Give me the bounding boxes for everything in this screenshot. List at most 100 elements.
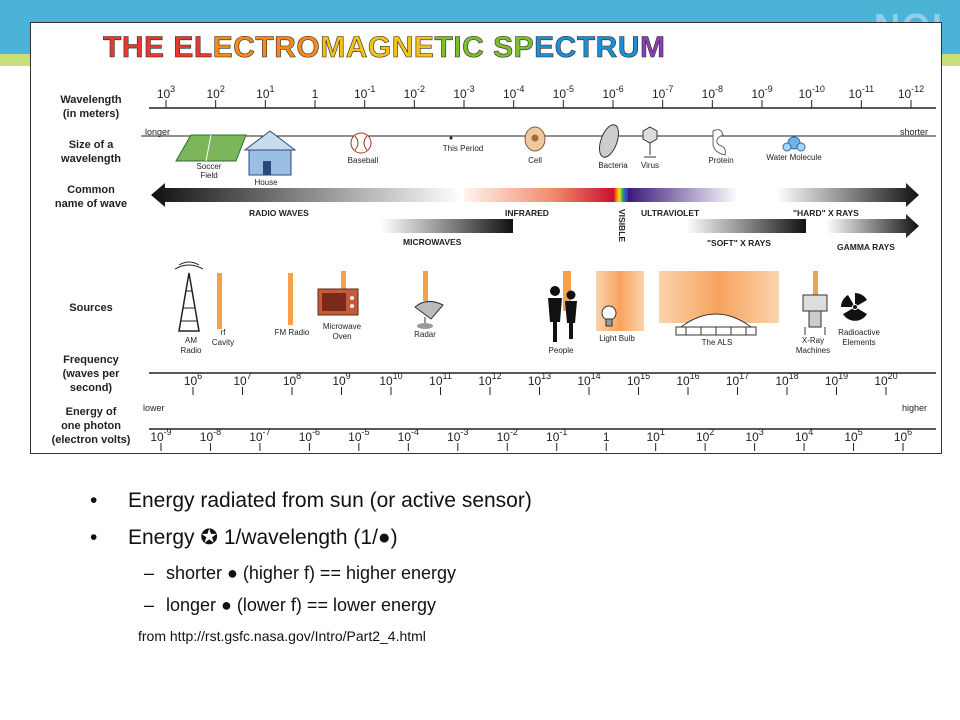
frequency-tick-label: 1015: [627, 371, 650, 388]
row-label-energy-3: (electron volts): [52, 434, 131, 446]
wavelength-tick-label: 102: [206, 84, 224, 101]
house-icon: [243, 130, 297, 176]
xray-machine-icon: [802, 294, 828, 335]
em-spectrum-diagram: THE ELECTROMAGNETIC SPECTRUM Wavelength(…: [30, 22, 942, 454]
wave-name-microwave: MICROWAVES: [403, 237, 462, 247]
title-letter: [484, 31, 493, 64]
microwave-band: [381, 219, 513, 233]
baseball-icon: [350, 132, 372, 154]
source-xray-1: X-Ray: [802, 336, 824, 345]
source-fm-radio: FM Radio: [275, 328, 310, 337]
bullet-energy-radiated: Energy radiated from sun (or active sens…: [90, 486, 930, 523]
frequency-tick-label: 108: [283, 371, 301, 388]
sub-bullet-longer: longer ● (lower f) == lower energy: [90, 592, 930, 624]
row-label-frequency-1: Frequency: [63, 354, 120, 366]
row-label-common: Common name of wave: [55, 184, 127, 210]
wavelength-tick-label: 10-7: [652, 84, 673, 101]
energy-tick-label: 10-9: [150, 427, 171, 444]
energy-tick-label: 10-5: [348, 427, 369, 444]
people-glow: [563, 271, 571, 311]
title-letter: E: [534, 31, 555, 64]
frequency-tick-label: 1013: [528, 371, 551, 388]
wave-bands: RADIO WAVES MICROWAVES INFRARED VISIBLE …: [151, 183, 919, 252]
title-letter: E: [173, 31, 194, 64]
title-letter: H: [122, 31, 144, 64]
title-letter: N: [392, 31, 414, 64]
wavelength-tick-label: 10-4: [503, 84, 524, 101]
wavelength-tick-label: 103: [157, 84, 175, 101]
frequency-tick-label: 106: [184, 371, 202, 388]
radar-bar: [423, 271, 428, 301]
proportional-symbol-icon: ✪: [200, 526, 218, 549]
frequency-tick-label: 1011: [429, 371, 452, 388]
energy-tick-label: 10-8: [200, 427, 221, 444]
energy-tick-label: 10-1: [546, 427, 567, 444]
xray-bar: [813, 271, 818, 297]
em-spectrum-svg: THE ELECTROMAGNETIC SPECTRUM Wavelength(…: [52, 31, 936, 451]
row-label-frequency-2: (waves per: [63, 368, 121, 380]
microwave-oven-icon: [317, 288, 359, 316]
rf-cavity-bar: [217, 273, 222, 329]
wave-name-radio: RADIO WAVES: [249, 208, 309, 218]
title-letter: T: [103, 31, 122, 64]
title-letter: E: [213, 31, 234, 64]
wave-name-hard-xray: "HARD" X RAYS: [793, 208, 859, 218]
bullet-energy-relation-pre: Energy: [128, 526, 201, 549]
row-label-frequency-3: second): [70, 382, 113, 394]
infrared-band: [464, 188, 614, 202]
radio-wave-band: [151, 183, 461, 207]
source-am-radio-1: AM: [185, 336, 197, 345]
longer-label: longer: [145, 127, 170, 137]
size-objects: Soccer Field House Baseball This Period C…: [175, 124, 822, 187]
title-letter: [165, 31, 174, 64]
row-label-size-1: Size of a: [69, 139, 115, 151]
title-letter: T: [255, 31, 274, 64]
row-labels: Wavelength (in meters) Size of a wavelengt…: [52, 94, 131, 446]
source-rf-cavity: rf Cavity: [212, 328, 234, 347]
wavelength-tick-label: 10-1: [354, 84, 375, 101]
wave-name-gamma: GAMMA RAYS: [837, 242, 895, 252]
wavelength-tick-label: 10-6: [602, 84, 623, 101]
frequency-tick-label: 107: [233, 371, 251, 388]
cell-icon: [524, 126, 546, 152]
wavelength-tick-label: 101: [256, 84, 274, 101]
energy-tick-label: 10-3: [447, 427, 468, 444]
title-letter: P: [514, 31, 535, 64]
row-label-frequency: Frequency (waves per second): [63, 354, 121, 394]
source-xray: X-Ray Machines: [796, 336, 830, 355]
size-object-bacteria: Bacteria: [598, 161, 628, 170]
fm-radio-bar: [288, 273, 293, 325]
source-microwave-oven: Microwave Oven: [323, 322, 362, 341]
source-am-radio-2: Radio: [181, 346, 202, 355]
title-letter: R: [596, 31, 618, 64]
soccer-field-icon: [175, 134, 247, 162]
wave-name-ultraviolet: ULTRAVIOLET: [641, 208, 700, 218]
title-letter: M: [640, 31, 666, 64]
wave-name-visible: VISIBLE: [617, 209, 627, 242]
source-radioactive-1: Radioactive: [838, 328, 880, 337]
frequency-tick-label: 1020: [874, 371, 897, 388]
title-letter: U: [618, 31, 640, 64]
sub-bullet-longer-pre: longer: [166, 595, 222, 615]
row-label-size-2: wavelength: [60, 153, 121, 165]
size-object-cell: Cell: [528, 156, 542, 165]
row-label-energy-1: Energy of: [66, 406, 117, 418]
frequency-ticks: 106 107 108 109 1010 1011 1012 1013 1014 1015 1016…: [184, 371, 898, 395]
energy-tick-label: 10-2: [497, 427, 518, 444]
ultraviolet-band: [628, 188, 738, 202]
radar-dish-icon: [414, 301, 444, 329]
source-light-bulb: Light Bulb: [599, 334, 635, 343]
protein-icon: [712, 129, 726, 156]
energy-tick-label: 103: [745, 427, 763, 444]
source-am-radio: AM Radio: [181, 336, 202, 355]
slide-bullets: Energy radiated from sun (or active sens…: [90, 486, 930, 644]
frequency-tick-label: 109: [332, 371, 350, 388]
energy-tick-label: 10-4: [398, 427, 419, 444]
wavelength-tick-label: 10-9: [751, 84, 772, 101]
energy-ticks: 10-9 10-8 10-7 10-6 10-5 10-4 10-3 10-2 10-1 1 101…: [150, 427, 912, 451]
gamma-ray-band: [826, 214, 919, 238]
row-label-wavelength-1: Wavelength: [60, 94, 122, 106]
energy-tick-label: 105: [844, 427, 862, 444]
wavelength-tick-label: 10-8: [702, 84, 723, 101]
wavelength-tick-label: 10-2: [404, 84, 425, 101]
